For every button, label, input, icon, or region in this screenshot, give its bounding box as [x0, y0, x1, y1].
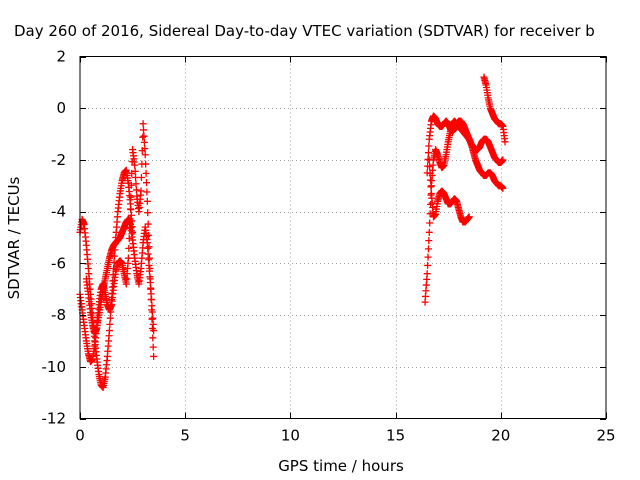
data-point: [140, 132, 148, 140]
data-point: [149, 314, 157, 322]
data-point: [501, 138, 509, 146]
data-point: [127, 181, 135, 189]
data-point: [424, 245, 432, 253]
y-tick-labels: -12 -10 -8 -6 -4 -2 0 2: [42, 48, 67, 428]
data-point: [139, 133, 147, 141]
y-tick-label: -8: [51, 306, 66, 324]
y-tick-label: -12: [42, 410, 67, 428]
data-point: [424, 149, 432, 157]
x-tick-label: 25: [596, 427, 615, 445]
grid: [80, 56, 606, 419]
x-tick-label: 5: [180, 427, 190, 445]
data-point: [144, 209, 152, 217]
series-track-5: [423, 112, 507, 177]
data-point: [150, 352, 158, 360]
data-point: [424, 253, 432, 261]
data-point: [465, 213, 473, 221]
data-point: [425, 156, 433, 164]
data-point: [131, 167, 139, 175]
data-point: [132, 174, 140, 182]
chart-title: Day 260 of 2016, Sidereal Day-to-day VTE…: [14, 22, 595, 40]
series-track-7: [480, 73, 509, 146]
series-track-3: [82, 215, 158, 337]
data-point: [105, 327, 113, 335]
y-tick-label: -6: [51, 254, 66, 272]
y-axis-label: SDTVAR / TECUs: [5, 176, 23, 299]
data-point: [140, 138, 148, 146]
data-point: [425, 142, 433, 150]
data-point: [141, 145, 149, 153]
y-tick-label: -4: [51, 203, 66, 221]
data-point: [150, 327, 158, 335]
data-point: [426, 219, 434, 227]
data-point: [149, 334, 157, 342]
data-point: [142, 179, 150, 187]
data-point: [137, 174, 145, 182]
data-point: [106, 314, 114, 322]
data-point: [141, 151, 149, 159]
data-point: [148, 315, 156, 323]
y-tick-label: -2: [51, 151, 66, 169]
data-point: [499, 184, 507, 192]
plot-frame: [79, 56, 607, 419]
data-point: [149, 343, 157, 351]
data-point: [424, 261, 432, 269]
data-point: [499, 156, 507, 164]
x-axis-label: GPS time / hours: [278, 457, 404, 475]
data-point: [137, 187, 145, 195]
series-track-2: [76, 120, 158, 366]
data-point: [426, 169, 434, 177]
x-tick-label: 10: [281, 427, 300, 445]
data-point: [131, 161, 139, 169]
series-track-6: [425, 156, 473, 226]
data-point: [140, 126, 148, 134]
data-point: [148, 296, 156, 304]
data-point: [142, 169, 150, 177]
x-tick-labels: 0 5 10 15 20 25: [75, 427, 615, 445]
data-point: [423, 270, 431, 278]
data-point: [425, 228, 433, 236]
data-point: [145, 243, 153, 251]
y-tick-label: 2: [56, 48, 66, 66]
axis-ticks: [80, 56, 607, 420]
data-point: [143, 197, 151, 205]
data-point: [142, 160, 150, 168]
data-point: [427, 183, 435, 191]
data-point: [132, 186, 140, 194]
data-point: [425, 237, 433, 245]
data-point: [125, 244, 133, 252]
data-point: [148, 302, 156, 310]
x-tick-label: 0: [75, 427, 85, 445]
data-point: [106, 320, 114, 328]
data-point: [145, 254, 153, 262]
data-point: [126, 205, 134, 213]
data-point: [426, 163, 434, 171]
data-points: [76, 73, 509, 391]
data-point: [149, 320, 157, 328]
x-tick-label: 15: [386, 427, 405, 445]
y-tick-label: -10: [42, 358, 67, 376]
data-point: [139, 120, 147, 128]
data-point: [132, 180, 140, 188]
data-point: [127, 193, 135, 201]
data-point: [148, 308, 156, 316]
x-tick-label: 20: [491, 427, 510, 445]
data-point: [124, 254, 132, 262]
y-tick-label: 0: [56, 99, 66, 117]
series-track-1: [76, 166, 137, 391]
data-point: [143, 188, 151, 196]
data-point: [427, 176, 435, 184]
